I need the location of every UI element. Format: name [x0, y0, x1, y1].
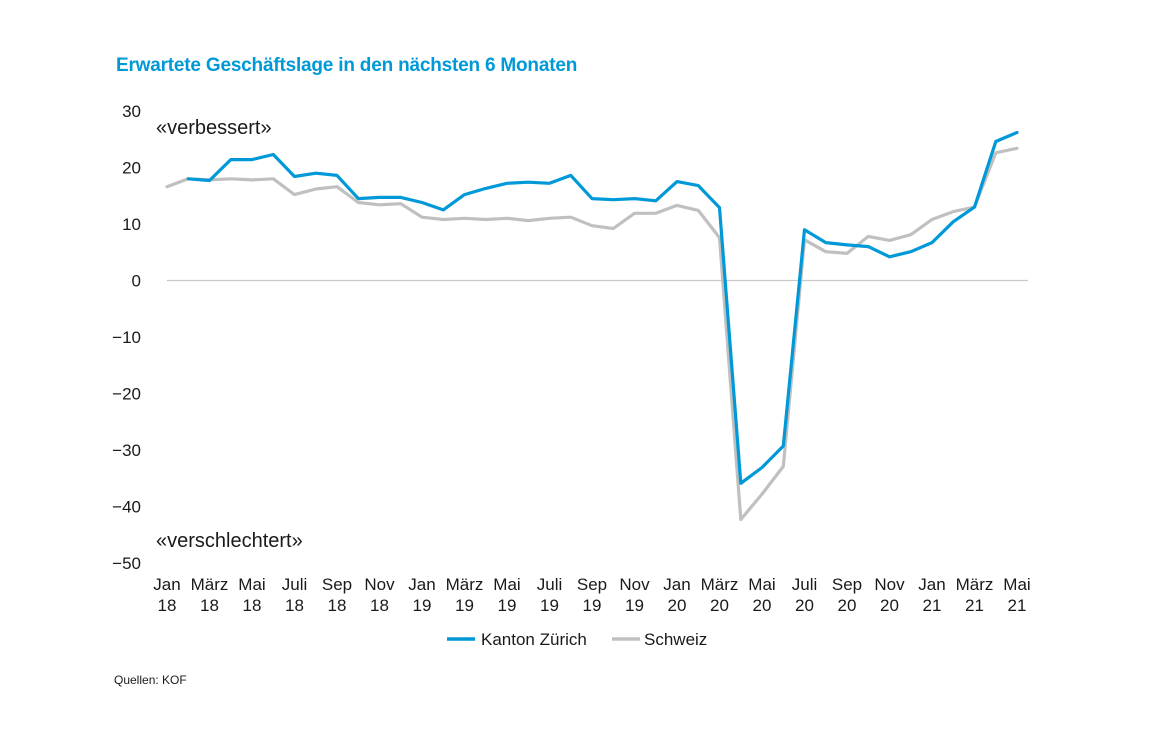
x-tick-label-month: Nov	[874, 575, 905, 594]
x-tick-label-year: 20	[880, 596, 899, 615]
x-axis-ticks: Jan 18 März 18 Mai 18 Juli 18 Sep 18 Nov 18 Jan 19 Mär…	[153, 575, 1030, 615]
legend-schweiz-label: Schweiz	[644, 630, 707, 649]
y-tick-label: −10	[112, 328, 141, 347]
x-tick-label-year: 19	[455, 596, 474, 615]
x-tick-label-month: Jan	[153, 575, 180, 594]
source-note: Quellen: KOF	[114, 673, 187, 687]
x-tick-label-year: 19	[625, 596, 644, 615]
legend: Kanton Zürich Schweiz	[447, 630, 707, 649]
x-tick-label-year: 19	[498, 596, 517, 615]
x-tick-label-month: Juli	[792, 575, 818, 594]
x-tick-label-month: März	[701, 575, 739, 594]
x-tick-label-year: 19	[413, 596, 432, 615]
x-tick-label-year: 20	[710, 596, 729, 615]
x-tick-label-month: März	[446, 575, 484, 594]
x-tick-label-year: 18	[243, 596, 262, 615]
x-tick-label-year: 18	[285, 596, 304, 615]
x-tick-label-month: Juli	[537, 575, 563, 594]
x-tick-label-month: Nov	[619, 575, 650, 594]
series-line-schweiz	[165, 146, 1019, 522]
x-tick-label-year: 20	[838, 596, 857, 615]
x-tick-label-month: Sep	[832, 575, 862, 594]
x-tick-label-year: 18	[328, 596, 347, 615]
series-lines	[165, 130, 1019, 522]
x-tick-label-month: Mai	[1003, 575, 1030, 594]
x-tick-label-year: 20	[753, 596, 772, 615]
x-tick-label-month: Juli	[282, 575, 308, 594]
y-tick-label: −20	[112, 385, 141, 404]
chart-title: Erwartete Geschäftslage in den nächsten …	[116, 55, 578, 76]
y-tick-label: 0	[132, 272, 141, 291]
x-tick-label-month: Jan	[918, 575, 945, 594]
y-tick-label: 10	[122, 215, 141, 234]
y-axis-ticks: 30 20 10 0 −10 −20 −30 −40 −50	[112, 102, 141, 573]
x-tick-label-month: Sep	[577, 575, 607, 594]
x-tick-label-year: 18	[158, 596, 177, 615]
annotation-verbessert: «verbessert»	[156, 117, 272, 139]
x-tick-label-month: Mai	[748, 575, 775, 594]
x-tick-label-year: 21	[965, 596, 984, 615]
x-tick-label-month: Nov	[364, 575, 395, 594]
y-tick-label: −30	[112, 441, 141, 460]
x-tick-label-year: 19	[540, 596, 559, 615]
legend-kanton-zuerich-label: Kanton Zürich	[481, 630, 587, 649]
x-tick-label-year: 18	[370, 596, 389, 615]
x-tick-label-year: 19	[583, 596, 602, 615]
y-tick-label: −40	[112, 498, 141, 517]
y-tick-label: 30	[122, 102, 141, 121]
x-tick-label-year: 20	[668, 596, 687, 615]
x-tick-label-month: Jan	[663, 575, 690, 594]
x-tick-label-month: März	[191, 575, 229, 594]
annotation-verschlechtert: «verschlechtert»	[156, 530, 303, 552]
x-tick-label-month: Jan	[408, 575, 435, 594]
x-tick-label-year: 18	[200, 596, 219, 615]
x-tick-label-month: Mai	[238, 575, 265, 594]
x-tick-label-month: März	[956, 575, 994, 594]
x-tick-label-year: 20	[795, 596, 814, 615]
x-tick-label-month: Sep	[322, 575, 352, 594]
y-tick-label: −50	[112, 554, 141, 573]
series-line-kanton-zuerich	[186, 130, 1019, 485]
x-tick-label-month: Mai	[493, 575, 520, 594]
x-tick-label-year: 21	[923, 596, 942, 615]
x-tick-label-year: 21	[1008, 596, 1027, 615]
y-tick-label: 20	[122, 159, 141, 178]
